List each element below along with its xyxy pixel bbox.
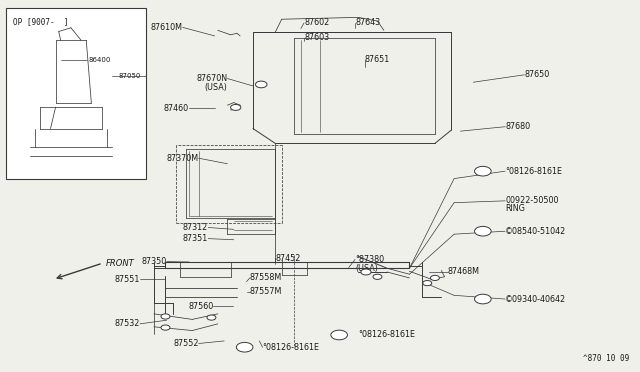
Text: 87351: 87351 — [183, 234, 208, 243]
Circle shape — [474, 294, 491, 304]
Text: 87557M: 87557M — [250, 287, 282, 296]
Circle shape — [207, 315, 216, 320]
Text: 87532: 87532 — [115, 320, 140, 328]
Text: 87603: 87603 — [304, 33, 329, 42]
Text: 87551: 87551 — [115, 275, 140, 284]
Text: 87050: 87050 — [119, 73, 141, 78]
Text: 87558M: 87558M — [250, 273, 282, 282]
Text: 87552: 87552 — [173, 339, 198, 348]
Text: 87312: 87312 — [183, 223, 208, 232]
Text: 87602: 87602 — [304, 19, 330, 28]
Text: B: B — [337, 333, 342, 337]
Text: 87370M: 87370M — [166, 154, 198, 163]
Circle shape — [255, 81, 267, 88]
Text: RING: RING — [505, 205, 525, 214]
Circle shape — [423, 280, 432, 286]
Text: 87670N: 87670N — [196, 74, 227, 83]
Circle shape — [236, 342, 253, 352]
Text: S: S — [481, 229, 485, 234]
Text: 87680: 87680 — [505, 122, 531, 131]
Circle shape — [161, 314, 170, 319]
Circle shape — [331, 330, 348, 340]
Text: 87468M: 87468M — [448, 267, 480, 276]
Text: °08126-8161E: °08126-8161E — [505, 167, 562, 176]
Circle shape — [474, 166, 491, 176]
Text: 00922-50500: 00922-50500 — [505, 196, 559, 205]
Bar — [6, 8, 147, 179]
Text: 87350: 87350 — [141, 257, 167, 266]
Circle shape — [161, 325, 170, 330]
Circle shape — [373, 274, 382, 279]
Text: B: B — [481, 169, 485, 174]
Circle shape — [474, 227, 491, 236]
Text: S: S — [481, 296, 485, 302]
Text: 87560: 87560 — [188, 302, 213, 311]
Text: FRONT: FRONT — [106, 259, 135, 267]
Text: 87452: 87452 — [275, 254, 301, 263]
Circle shape — [230, 105, 241, 110]
Text: ^870 10 09: ^870 10 09 — [584, 354, 630, 363]
Circle shape — [431, 275, 440, 280]
Text: ©09340-40642: ©09340-40642 — [505, 295, 566, 304]
Text: 87651: 87651 — [365, 55, 390, 64]
Text: OP [9007-  ]: OP [9007- ] — [13, 17, 69, 26]
Text: 87460: 87460 — [164, 104, 189, 113]
Text: (USA): (USA) — [355, 264, 378, 273]
Text: °08126-8161E: °08126-8161E — [358, 330, 415, 340]
Text: °87380: °87380 — [355, 255, 384, 264]
Text: (USA): (USA) — [205, 83, 227, 92]
Text: 87643: 87643 — [355, 19, 380, 28]
Text: 87650: 87650 — [524, 70, 550, 79]
Circle shape — [361, 269, 371, 275]
Text: 87610M: 87610M — [150, 23, 182, 32]
Text: ©08540-51042: ©08540-51042 — [505, 227, 566, 236]
Text: 86400: 86400 — [88, 57, 111, 63]
Text: B: B — [242, 345, 247, 350]
Text: °08126-8161E: °08126-8161E — [262, 343, 319, 352]
